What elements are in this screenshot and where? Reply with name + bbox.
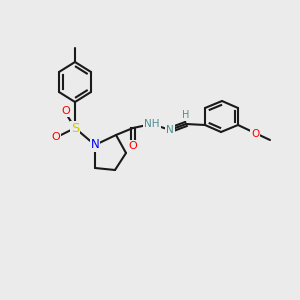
Text: O: O [251, 129, 259, 139]
Text: S: S [71, 122, 79, 134]
Text: N: N [166, 125, 174, 135]
Text: NH: NH [144, 119, 160, 129]
Text: N: N [91, 139, 99, 152]
Text: O: O [61, 106, 70, 116]
Text: H: H [182, 110, 190, 120]
Text: O: O [129, 141, 137, 151]
Text: O: O [52, 132, 60, 142]
